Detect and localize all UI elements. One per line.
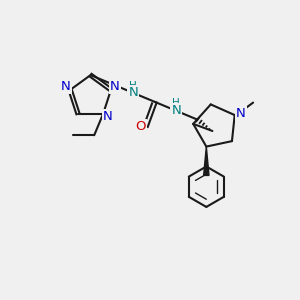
Text: H: H bbox=[130, 80, 137, 91]
Text: N: N bbox=[110, 80, 120, 93]
Text: N: N bbox=[103, 110, 113, 123]
Text: N: N bbox=[236, 107, 245, 120]
Polygon shape bbox=[204, 147, 209, 175]
Text: N: N bbox=[171, 104, 181, 117]
Text: N: N bbox=[128, 86, 138, 99]
Text: N: N bbox=[61, 80, 71, 93]
Text: H: H bbox=[172, 98, 180, 108]
Text: O: O bbox=[135, 120, 146, 133]
